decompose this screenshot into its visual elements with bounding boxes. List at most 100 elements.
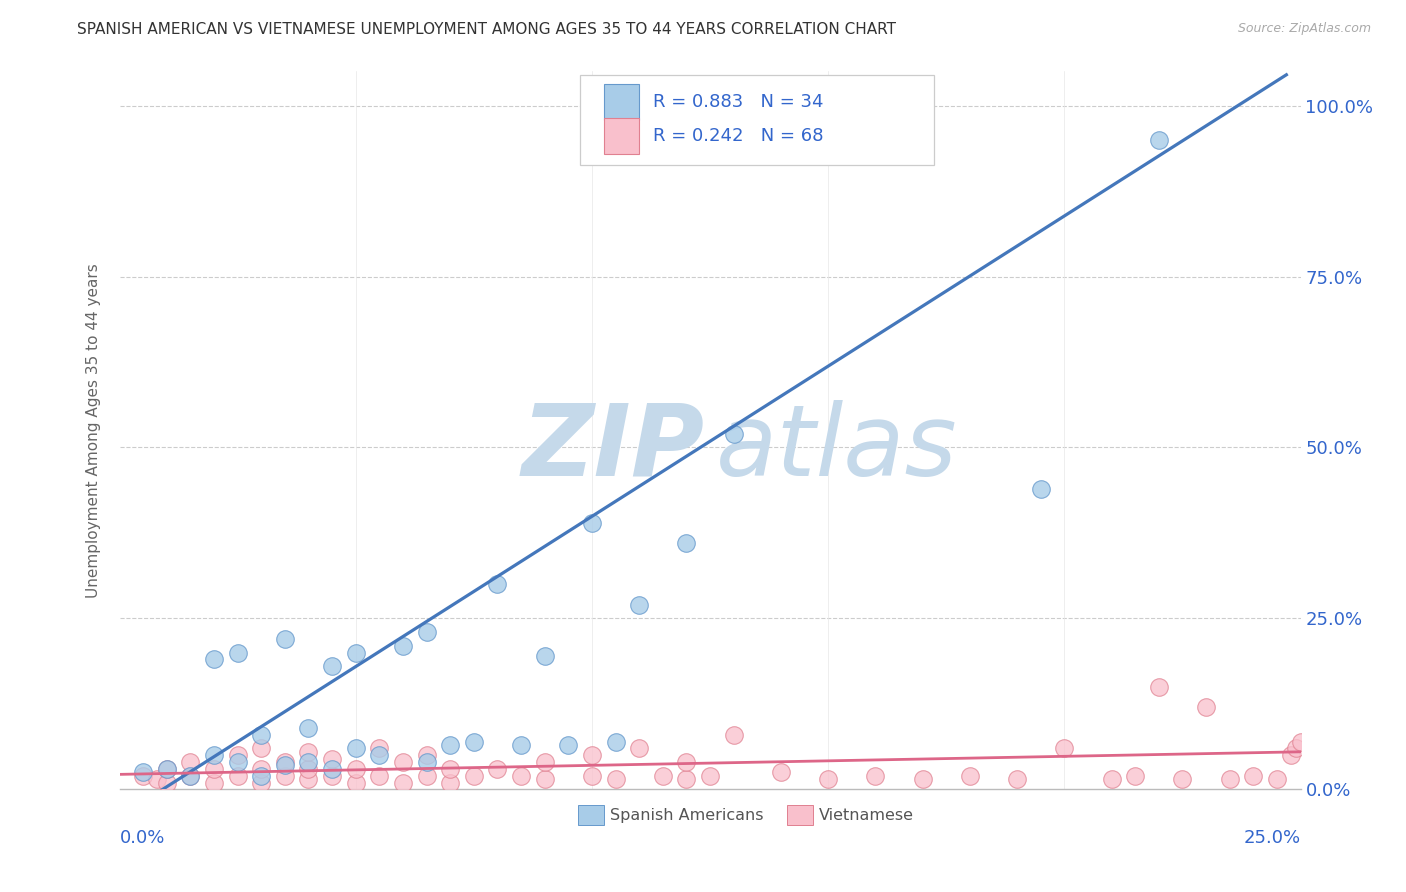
Point [463,769,485,783]
Point [486,762,509,776]
Point [368,769,391,783]
Point [557,738,579,752]
Point [415,748,437,763]
Point [1147,680,1170,694]
Point [865,769,887,783]
Text: Vietnamese: Vietnamese [818,808,914,822]
Point [297,721,319,735]
Point [202,652,225,666]
Point [628,598,651,612]
Text: Source: ZipAtlas.com: Source: ZipAtlas.com [1237,22,1371,36]
Point [581,769,603,783]
Point [132,769,155,783]
Point [202,762,225,776]
Point [486,577,509,591]
Point [297,772,319,787]
Point [297,762,319,776]
Point [415,755,437,769]
Point [179,769,201,783]
Point [1171,772,1194,787]
Point [156,775,179,789]
Point [1029,482,1052,496]
Text: 0.0%: 0.0% [120,829,165,847]
Point [274,755,297,769]
Point [179,755,201,769]
Point [911,772,934,787]
Point [415,769,437,783]
Point [368,741,391,756]
Point [533,649,555,664]
Point [1101,772,1123,787]
Text: Spanish Americans: Spanish Americans [610,808,763,822]
Point [344,775,367,789]
Point [723,728,745,742]
Point [274,769,297,783]
Point [321,751,343,765]
Point [226,646,249,660]
Bar [578,805,603,825]
Point [1289,734,1312,748]
Point [156,762,179,776]
Point [817,772,839,787]
Point [769,765,792,780]
Point [605,772,627,787]
Point [179,769,201,783]
Point [226,755,249,769]
Point [439,775,461,789]
Text: ZIP: ZIP [522,400,704,497]
Point [415,625,437,640]
Point [533,755,555,769]
Point [202,748,225,763]
Point [533,772,555,787]
Point [321,659,343,673]
Point [392,639,415,653]
Point [250,775,273,789]
Point [392,755,415,769]
Point [651,769,673,783]
Text: atlas: atlas [716,400,957,497]
Point [297,745,319,759]
Point [1195,700,1218,714]
Point [344,741,367,756]
Point [1005,772,1028,787]
Point [344,646,367,660]
Point [510,769,533,783]
Y-axis label: Unemployment Among Ages 35 to 44 years: Unemployment Among Ages 35 to 44 years [86,263,101,598]
Point [959,769,981,783]
Point [250,769,273,783]
Point [1053,741,1076,756]
Point [146,772,169,787]
FancyBboxPatch shape [581,75,935,165]
Point [1265,772,1288,787]
Point [699,769,721,783]
Point [1147,133,1170,147]
Point [156,762,179,776]
Text: 25.0%: 25.0% [1243,829,1301,847]
Point [344,762,367,776]
Point [202,775,225,789]
Point [510,738,533,752]
Point [675,536,697,550]
Text: R = 0.883   N = 34: R = 0.883 N = 34 [654,94,824,112]
Point [132,765,155,780]
Point [675,772,697,787]
Text: SPANISH AMERICAN VS VIETNAMESE UNEMPLOYMENT AMONG AGES 35 TO 44 YEARS CORRELATIO: SPANISH AMERICAN VS VIETNAMESE UNEMPLOYM… [77,22,897,37]
Point [439,762,461,776]
Point [250,762,273,776]
Point [321,762,343,776]
Bar [603,84,640,120]
Point [226,769,249,783]
Point [628,741,651,756]
Bar [787,805,813,825]
Point [1285,741,1308,756]
Point [226,748,249,763]
Point [274,632,297,646]
Point [675,755,697,769]
Point [250,728,273,742]
Text: R = 0.242   N = 68: R = 0.242 N = 68 [654,127,824,145]
Point [463,734,485,748]
Point [368,748,391,763]
Point [581,516,603,530]
Point [723,426,745,441]
Point [581,748,603,763]
